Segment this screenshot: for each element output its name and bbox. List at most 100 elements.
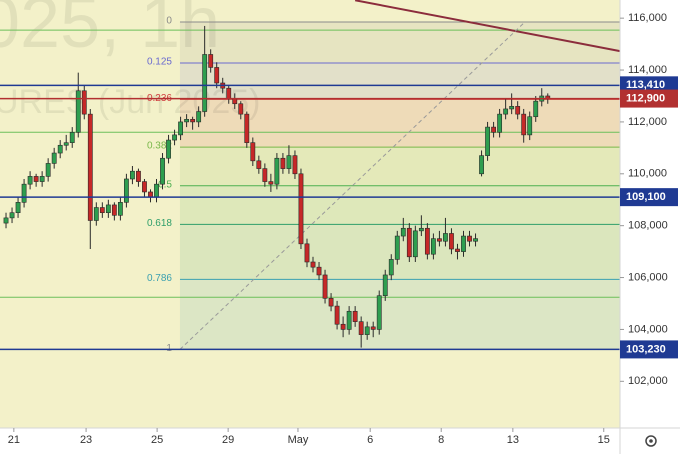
fib-zone [179,63,620,100]
candle-body [292,155,298,175]
candle-body [352,310,358,322]
y-tick-label: 114,000 [628,64,667,76]
fib-label: 0 [166,16,172,27]
candle-body [202,54,208,112]
fib-zone [179,22,620,64]
candle-body [437,238,442,242]
price-label: 113,410 [626,79,665,91]
trend-line [179,21,526,350]
candle-body [154,183,159,198]
candle-body [136,170,141,182]
candle-body [412,230,418,258]
candle-body [111,204,117,216]
x-tick-label: May [288,434,309,446]
fib-label: 0.125 [147,57,172,68]
settings-button[interactable] [645,435,657,447]
candle-body [521,113,527,136]
candle-body [124,178,129,203]
price-axis [620,0,680,454]
candle-body [232,98,238,105]
candle-body [274,157,280,185]
settings-button-dot [649,439,653,443]
candle-body [214,67,220,84]
candle-body [69,131,75,143]
candle-body [461,235,466,252]
candle-body [455,248,460,252]
candle-body [449,233,454,250]
candle-body [190,119,196,123]
candle-body [166,139,171,159]
candle-body [250,142,256,162]
fib-label: 1 [166,343,172,354]
candle-body [418,227,424,232]
candle-body [39,176,45,182]
price-label: 112,900 [626,92,665,104]
x-tick-label: 23 [80,434,92,446]
y-tick-label: 108,000 [628,220,668,232]
candle-body [21,183,27,203]
candle-body [196,111,202,123]
x-tick-label: 15 [598,434,610,446]
candle-body [87,113,93,221]
y-tick-label: 112,000 [628,116,667,128]
candle-body [27,176,33,185]
candle-body [322,274,328,299]
x-tick-label: 25 [151,434,163,446]
candle-body [286,155,292,169]
x-tick-label: 21 [8,434,20,446]
candle-body [304,243,310,263]
candle-body [280,157,286,169]
candle-body [3,217,9,224]
y-tick-label: 102,000 [628,375,668,387]
candle-body [443,233,448,242]
price-label-box [620,188,678,207]
candle-body [57,144,63,154]
candle-body [406,227,412,258]
fib-label: 0.618 [147,218,172,229]
candle-body [394,235,400,260]
x-tick-label: 13 [507,434,519,446]
candle-body [400,227,406,237]
candle-body [346,310,352,330]
price-label: 109,100 [626,191,666,203]
candle-body [117,202,123,216]
fib-label: 0.5 [158,179,172,190]
candle-body [244,113,250,143]
fib-zone [179,224,620,280]
candle-body [256,160,262,169]
y-tick-label: 116,000 [628,12,667,24]
y-tick-label: 104,000 [628,323,668,335]
candle-body [358,321,364,335]
candle-body [178,121,183,136]
candle-body [316,266,322,276]
price-label-box [620,340,678,359]
candle-body [509,106,515,110]
fib-zone [179,99,620,148]
candle-body [382,274,388,297]
candle-body [503,108,509,115]
candle-body [430,238,436,255]
fib-zone [179,147,620,186]
candle-body [238,103,244,115]
candle-body [184,119,190,123]
y-tick-label: 106,000 [628,271,668,283]
candle-body [376,295,382,330]
candle-body [160,157,165,185]
candle-body [497,113,503,133]
candle-body [130,170,135,180]
fib-label: 0.786 [147,273,172,284]
candle-body [424,227,430,255]
candle-body [9,212,15,219]
candle-body [340,323,346,330]
trend-line [354,0,621,53]
candle-body [388,259,394,276]
candle-body [63,142,69,146]
candle-body [370,326,376,330]
candle-body [479,155,484,175]
fib-zone [179,279,620,350]
price-label-box [620,89,678,108]
candle-body [262,168,268,182]
candle-body [148,191,153,198]
candle-body [328,298,334,307]
